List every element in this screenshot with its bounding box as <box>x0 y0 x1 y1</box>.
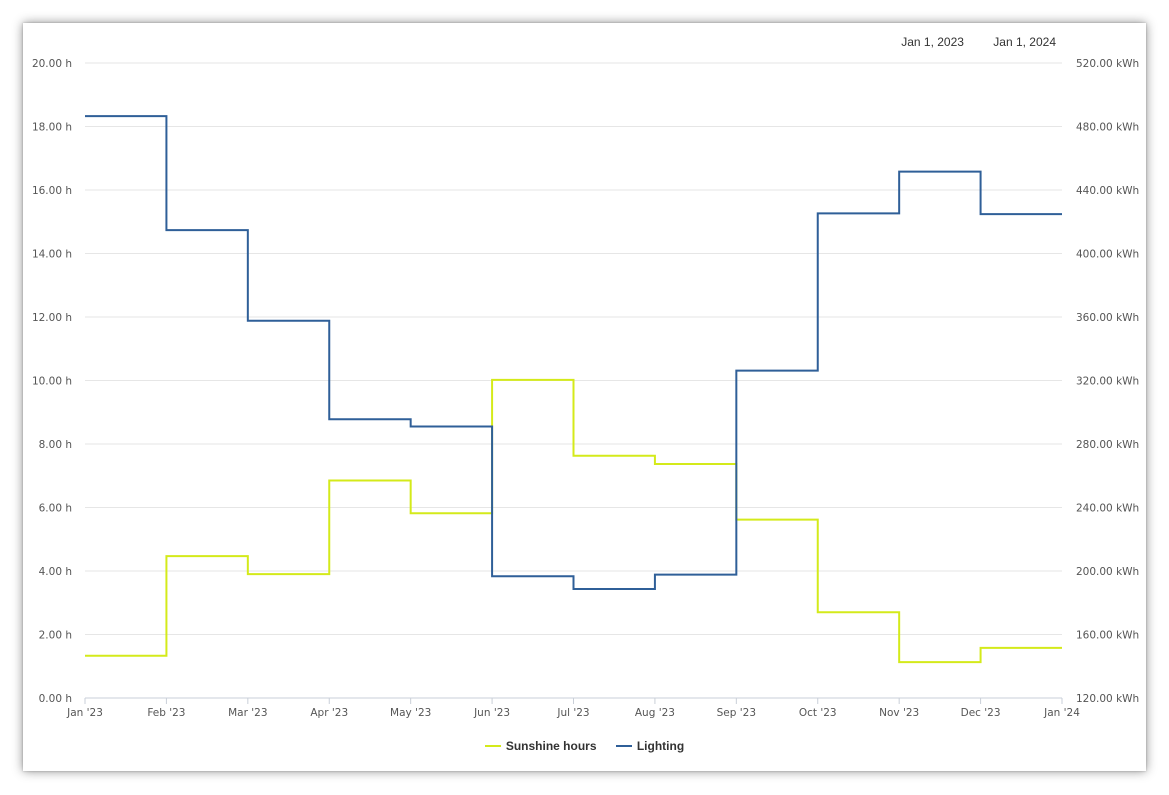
x-tick-label: Apr '23 <box>310 707 348 719</box>
date-range-start[interactable]: Jan 1, 2023 <box>901 35 964 49</box>
y-right-tick-label: 160.00 kWh <box>1076 630 1139 642</box>
y-left-tick-label: 18.00 h <box>32 122 72 134</box>
legend-label-lighting: Lighting <box>636 739 685 753</box>
y-right-tick-label: 360.00 kWh <box>1076 312 1139 324</box>
y-right-tick-label: 480.00 kWh <box>1076 122 1139 134</box>
y-left-tick-label: 8.00 h <box>39 439 72 451</box>
date-range-end[interactable]: Jan 1, 2024 <box>993 35 1056 49</box>
x-tick-label: Jun '23 <box>473 707 510 719</box>
x-tick-label: Jul '23 <box>556 707 589 719</box>
legend-label-sunshine: Sunshine hours <box>505 739 597 753</box>
y-right-tick-label: 440.00 kWh <box>1076 185 1139 197</box>
y-left-tick-label: 6.00 h <box>39 503 72 515</box>
y-left-tick-label: 12.00 h <box>32 312 72 324</box>
legend-item-lighting[interactable]: Lighting <box>615 739 685 753</box>
legend-swatch-lighting <box>615 745 632 747</box>
y-left-tick-label: 10.00 h <box>32 376 72 388</box>
x-tick-label: Jan '24 <box>1043 707 1080 719</box>
x-tick-label: May '23 <box>390 707 431 719</box>
x-tick-label: Feb '23 <box>147 707 185 719</box>
y-right-tick-label: 280.00 kWh <box>1076 439 1139 451</box>
chart-panel: Jan 1, 2023 Jan 1, 2024 0.00 h 120.00 kWh… <box>23 23 1146 771</box>
x-tick-label: Nov '23 <box>879 707 919 719</box>
tick-labels: 0.00 h 120.00 kWh 2.00 h 160.00 kWh 4.00 h 20… <box>32 58 1139 719</box>
y-right-tick-label: 120.00 kWh <box>1076 693 1139 705</box>
y-right-tick-label: 240.00 kWh <box>1076 503 1139 515</box>
y-left-tick-label: 14.00 h <box>32 249 72 261</box>
x-tick-label: Aug '23 <box>635 707 675 719</box>
series-line-lighting[interactable] <box>85 115 1062 590</box>
legend-item-sunshine[interactable]: Sunshine hours <box>484 739 597 753</box>
date-range: Jan 1, 2023 Jan 1, 2024 <box>875 35 1056 49</box>
y-left-tick-label: 4.00 h <box>39 566 72 578</box>
x-tick-label: Jan '23 <box>66 707 103 719</box>
x-tick-label: Mar '23 <box>228 707 267 719</box>
series-line-sunshine[interactable] <box>85 378 1062 664</box>
y-left-tick-label: 2.00 h <box>39 630 72 642</box>
y-right-tick-label: 200.00 kWh <box>1076 566 1139 578</box>
series-lines <box>85 115 1062 664</box>
y-left-tick-label: 20.00 h <box>32 58 72 70</box>
y-right-tick-label: 320.00 kWh <box>1076 376 1139 388</box>
y-right-tick-label: 400.00 kWh <box>1076 249 1139 261</box>
legend-swatch-sunshine <box>484 745 501 747</box>
y-left-tick-label: 16.00 h <box>32 185 72 197</box>
y-right-tick-label: 520.00 kWh <box>1076 58 1139 70</box>
x-tick-label: Sep '23 <box>717 707 756 719</box>
axes <box>84 698 1063 704</box>
y-left-tick-label: 0.00 h <box>39 693 72 705</box>
x-tick-label: Dec '23 <box>961 707 1001 719</box>
x-tick-label: Oct '23 <box>799 707 837 719</box>
legend: Sunshine hours Lighting <box>23 736 1146 753</box>
step-line-chart: 0.00 h 120.00 kWh 2.00 h 160.00 kWh 4.00 h 20… <box>32 58 1139 719</box>
